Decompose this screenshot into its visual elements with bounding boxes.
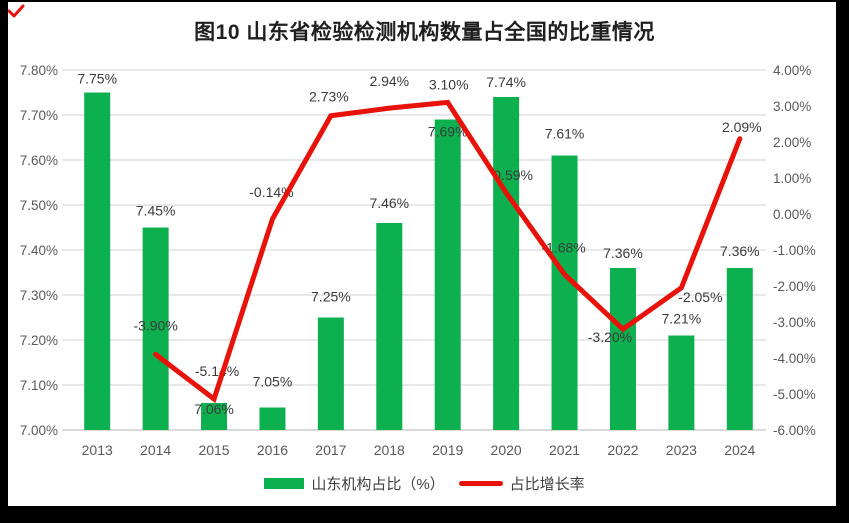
bar-2021: [551, 155, 578, 430]
left-axis-tick-label: 7.30%: [20, 288, 58, 303]
bar-2015: [201, 403, 228, 430]
red-check-mark-stroke: [7, 4, 25, 18]
x-axis-label: 2014: [140, 442, 171, 458]
line-label-2023: -2.05%: [678, 289, 722, 305]
left-axis-tick-label: 7.70%: [20, 108, 58, 123]
line-label-2020: 0.59%: [493, 167, 533, 183]
right-axis-tick-label: 2.00%: [773, 135, 811, 150]
line-label-2015: -5.14%: [195, 363, 239, 379]
bar-label-2021: 7.61%: [545, 126, 585, 142]
left-axis-tick-label: 7.40%: [20, 243, 58, 258]
bar-label-2020: 7.74%: [486, 74, 526, 90]
x-axis-label: 2022: [607, 442, 638, 458]
bar-label-2018: 7.46%: [369, 195, 409, 211]
legend-bar-swatch: [264, 477, 305, 489]
x-axis-label: 2024: [724, 442, 755, 458]
x-axis-label: 2020: [491, 442, 522, 458]
legend-bar-series-label: 山东机构占比（%）: [311, 475, 445, 493]
bar-2022: [609, 268, 636, 430]
line-label-2016: -0.14%: [249, 184, 293, 200]
bar-2013: [84, 92, 111, 430]
bar-label-2024: 7.36%: [720, 243, 760, 259]
frame-border-left: [0, 0, 8, 523]
chart-title: 图10 山东省检验检测机构数量占全国的比重情况: [194, 21, 655, 44]
chart-legend: 山东机构占比（%） 占比增长率: [0, 470, 849, 496]
frame-border-top: [0, 0, 849, 2]
bar-2024: [726, 268, 753, 430]
bar-2020: [493, 97, 520, 430]
line-label-2019: 3.10%: [429, 76, 469, 92]
bar-2016: [259, 407, 286, 430]
right-axis-tick-label: -5.00%: [773, 387, 816, 402]
line-label-2021: -1.68%: [541, 239, 585, 255]
line-label-2018: 2.94%: [369, 73, 409, 89]
bar-2014: [142, 227, 169, 430]
x-axis-label: 2021: [549, 442, 580, 458]
line-label-2022: -3.20%: [588, 329, 632, 345]
right-axis-tick-label: -4.00%: [773, 351, 816, 366]
right-axis-tick-label: 4.00%: [773, 63, 811, 78]
x-axis-label: 2017: [315, 442, 346, 458]
bar-label-2022: 7.36%: [603, 245, 643, 261]
bar-2018: [376, 223, 403, 430]
bar-label-2015: 7.06%: [194, 401, 234, 417]
right-axis-tick-label: -3.00%: [773, 315, 816, 330]
bar-label-2014: 7.45%: [136, 203, 176, 219]
right-axis-tick-label: -2.00%: [773, 279, 816, 294]
bar-label-2016: 7.05%: [253, 374, 293, 390]
line-label-2014: -3.90%: [133, 317, 177, 333]
legend-line-series-label: 占比增长率: [509, 475, 585, 493]
growth-rate-line: [153, 99, 743, 404]
left-axis-tick-label: 7.10%: [20, 378, 58, 393]
line-label-2017: 2.73%: [309, 89, 349, 105]
bar-label-2023: 7.21%: [662, 311, 702, 327]
left-axis-tick-label: 7.20%: [20, 333, 58, 348]
bar-2019: [434, 119, 461, 430]
line-label-2024: 2.09%: [722, 119, 762, 135]
x-axis-label: 2016: [257, 442, 288, 458]
right-axis-tick-label: 1.00%: [773, 171, 811, 186]
left-axis-tick-label: 7.80%: [20, 63, 58, 78]
right-axis-tick-label: -1.00%: [773, 243, 816, 258]
left-axis-tick-label: 7.50%: [20, 198, 58, 213]
bar-label-2017: 7.25%: [311, 289, 351, 305]
left-axis-tick-label: 7.00%: [20, 423, 58, 438]
red-check-mark-icon: [7, 4, 25, 18]
bar-label-2019: 7.69%: [428, 124, 468, 140]
x-axis-label: 2015: [198, 442, 229, 458]
x-axis-label: 2019: [432, 442, 463, 458]
right-axis-tick-label: -6.00%: [773, 423, 816, 438]
left-axis-tick-label: 7.60%: [20, 153, 58, 168]
x-axis-label: 2018: [374, 442, 405, 458]
x-axis-label: 2013: [82, 442, 113, 458]
frame-border-right: [836, 0, 849, 523]
x-axis-label: 2023: [666, 442, 697, 458]
frame-border-bottom: [0, 506, 849, 523]
bar-2017: [317, 317, 344, 430]
bar-2023: [668, 335, 695, 430]
bar-label-2013: 7.75%: [77, 71, 117, 87]
legend-line-swatch: [458, 480, 503, 486]
right-axis-tick-label: 3.00%: [773, 99, 811, 114]
right-axis-tick-label: 0.00%: [773, 207, 811, 222]
